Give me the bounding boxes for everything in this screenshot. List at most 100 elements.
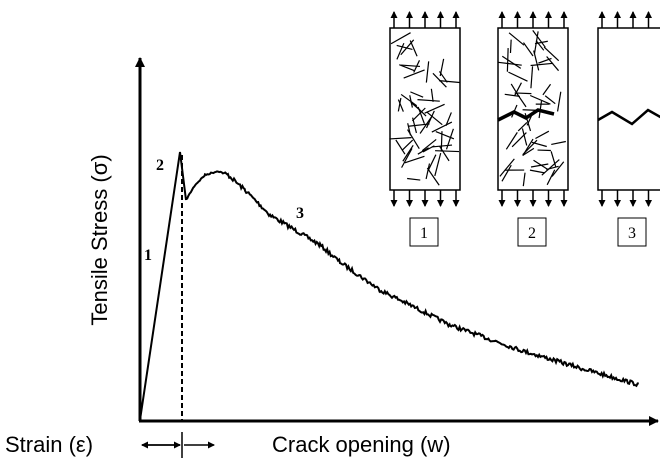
fiber xyxy=(511,132,527,148)
panel-label-box xyxy=(517,217,547,247)
fiber xyxy=(426,167,440,186)
fiber xyxy=(501,164,512,182)
fiber xyxy=(445,112,452,126)
panel-label: 1 xyxy=(420,225,428,242)
curve-label: 3 xyxy=(296,205,304,222)
x-label: Crack opening (w) xyxy=(272,432,451,457)
fiber xyxy=(435,150,460,153)
fiber xyxy=(401,148,413,168)
fiber xyxy=(425,61,430,83)
fiber xyxy=(400,93,418,107)
fiber xyxy=(411,107,426,122)
fiber xyxy=(403,69,425,79)
fiber xyxy=(401,139,414,151)
fiber xyxy=(409,95,413,108)
fiber xyxy=(506,48,509,72)
fiber xyxy=(556,91,562,112)
specimen xyxy=(597,27,660,191)
fiber xyxy=(509,39,512,54)
fiber xyxy=(535,40,545,51)
fiber xyxy=(395,139,406,155)
fiber xyxy=(425,163,431,180)
fiber xyxy=(499,158,515,177)
fiber xyxy=(431,121,453,133)
fiber xyxy=(522,172,526,187)
fiber xyxy=(397,99,404,112)
fiber xyxy=(529,169,545,174)
fiber xyxy=(504,93,520,98)
fiber xyxy=(439,145,450,162)
fiber xyxy=(399,64,415,72)
fiber xyxy=(412,117,418,134)
fiber xyxy=(428,154,437,170)
fiber xyxy=(421,138,437,152)
fiber xyxy=(417,147,429,155)
curve-label: 2 xyxy=(156,157,164,174)
crack xyxy=(597,108,660,126)
crack xyxy=(497,108,555,122)
panel-label-box xyxy=(617,217,647,247)
fiber xyxy=(551,161,565,177)
fiber xyxy=(508,71,528,82)
fiber xyxy=(417,99,440,102)
fiber xyxy=(546,169,556,186)
fiber xyxy=(543,46,560,62)
fiber xyxy=(522,147,535,156)
fiber xyxy=(532,29,546,48)
fiber xyxy=(530,66,534,89)
fiber xyxy=(424,103,445,114)
fiber xyxy=(535,130,550,140)
fiber xyxy=(522,139,538,156)
fiber xyxy=(401,64,421,68)
fiber xyxy=(431,144,453,148)
fiber xyxy=(402,144,414,162)
fiber xyxy=(530,62,554,67)
fiber xyxy=(498,61,522,66)
y-label: Tensile Stress (σ) xyxy=(87,154,112,325)
fiber xyxy=(410,91,424,98)
fiber xyxy=(389,137,412,140)
fiber xyxy=(409,40,418,57)
fiber xyxy=(438,80,460,84)
fiber xyxy=(438,71,448,83)
curve-label: 1 xyxy=(144,247,152,264)
stress-curve xyxy=(139,151,639,421)
fiber xyxy=(517,122,528,132)
fiber xyxy=(521,128,528,146)
fiber xyxy=(430,88,434,102)
panel-label-box xyxy=(409,217,439,247)
fiber xyxy=(546,165,559,171)
fiber xyxy=(419,116,433,134)
fiber xyxy=(534,40,548,45)
fiber xyxy=(501,55,522,69)
fiber xyxy=(422,145,435,153)
fiber xyxy=(426,111,443,126)
fiber xyxy=(530,163,549,168)
fiber xyxy=(397,97,402,112)
fiber xyxy=(533,31,539,55)
fiber xyxy=(533,50,540,71)
fiber xyxy=(396,42,405,60)
fiber xyxy=(513,82,522,97)
fiber xyxy=(434,152,442,177)
fiber xyxy=(523,42,534,57)
fiber xyxy=(550,151,557,168)
fiber xyxy=(390,32,411,45)
fiber xyxy=(435,131,455,140)
fiber xyxy=(551,140,566,146)
panel-label: 2 xyxy=(528,225,536,242)
panel-label: 3 xyxy=(628,225,636,242)
fiber xyxy=(505,132,518,150)
fiber xyxy=(407,129,420,149)
fiber xyxy=(404,155,425,164)
fiber xyxy=(508,32,525,46)
strain-label: Strain (ε) xyxy=(5,432,93,457)
fiber xyxy=(533,159,549,171)
fiber xyxy=(407,177,421,181)
fiber xyxy=(544,95,556,105)
fiber xyxy=(529,94,551,105)
fiber xyxy=(541,159,560,176)
fiber xyxy=(510,83,520,97)
